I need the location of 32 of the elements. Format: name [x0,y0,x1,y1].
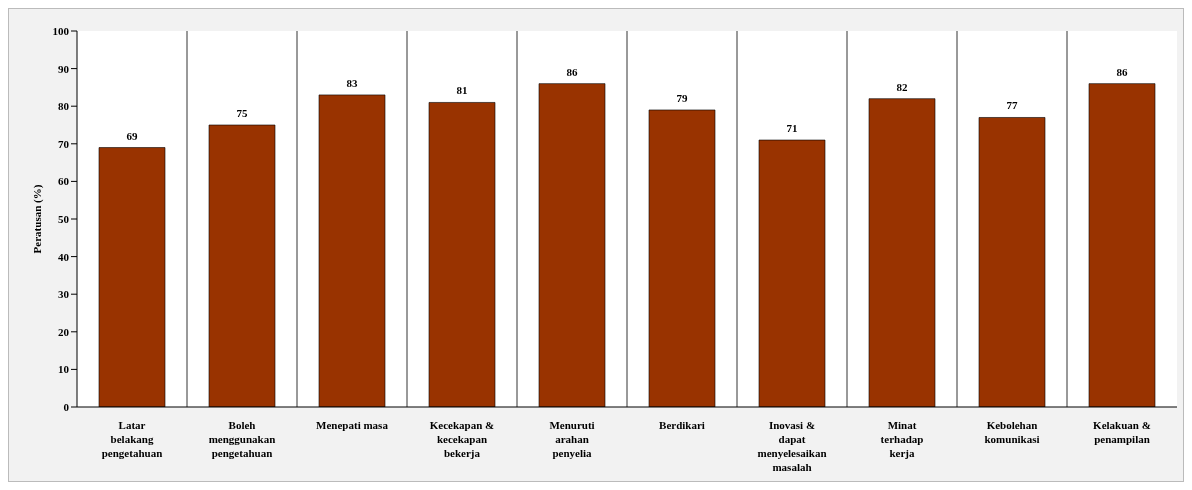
y-tick-label: 80 [58,100,70,113]
data-label: 82 [896,80,908,93]
y-tick-label: 90 [58,62,70,75]
y-tick-label: 50 [58,212,70,225]
x-tick-label: Berdikari [659,419,705,431]
data-label: 77 [1006,99,1018,112]
data-label: 81 [456,84,468,97]
x-tick-label: Minat terhadap kerja [880,419,924,459]
data-label: 69 [126,129,138,142]
data-label: 75 [236,107,248,119]
x-tick-label: Kecekapan & kecekapan bekerja [429,419,495,459]
data-label: 79 [676,91,688,104]
x-tick-label: Latar belakang pengetahuan [101,419,163,459]
y-tick-label: 10 [58,363,70,376]
data-label: 86 [566,65,578,78]
x-tick-label: Kelakuan & penampilan [1093,419,1151,445]
y-tick-label: 100 [52,24,70,37]
x-tick-label: Menuruti arahan penyelia [549,419,595,459]
x-tick-label: Kebolehan komunikasi [984,419,1040,445]
x-tick-label: Inovasi & dapat menyelesaikan masalah [757,419,827,473]
y-tick-label: 60 [58,175,70,188]
y-tick-label: 70 [58,137,70,150]
data-label: 71 [786,122,798,135]
y-tick-label: 20 [58,325,70,338]
x-tick-label: Boleh menggunakan pengetahuan [208,419,276,459]
y-tick-label: 30 [58,288,70,301]
y-axis-title: Peratusan (%) [30,184,44,254]
x-tick-label: Menepati masa [316,419,389,431]
y-tick-label: 0 [63,400,70,413]
data-label: 86 [1116,65,1128,78]
data-label: 83 [346,76,358,89]
y-tick-label: 40 [58,250,70,263]
